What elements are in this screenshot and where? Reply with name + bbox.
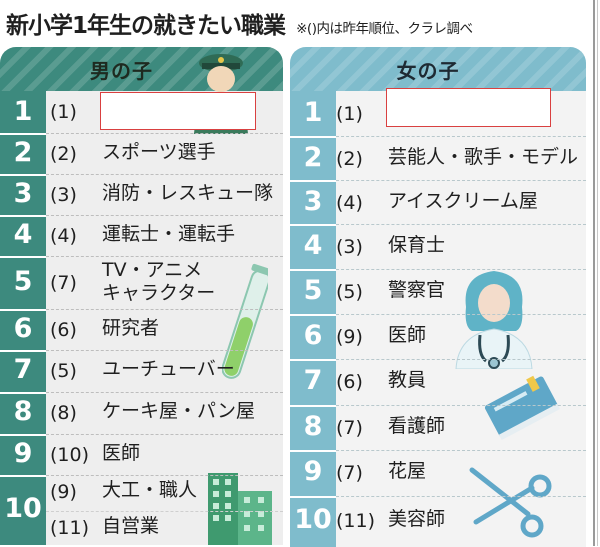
job-name: 運転士・運転手 xyxy=(102,223,236,245)
job-name: ケーキ屋・パン屋 xyxy=(102,400,255,422)
rank-number: 5 xyxy=(13,266,33,297)
previous-rank: (3) xyxy=(336,236,363,258)
girls-row-7: 7 (6) 教員 xyxy=(290,359,586,405)
boys-rank-column xyxy=(0,91,46,545)
job-name: 医師 xyxy=(388,324,427,346)
previous-rank: (11) xyxy=(336,510,376,532)
redacted-box xyxy=(100,92,256,130)
girls-row-5: 5 (5) 警察官 xyxy=(290,269,586,314)
rank-number: 2 xyxy=(303,142,323,173)
right-edge-rule xyxy=(593,0,595,546)
girls-row-3: 3 (4) アイスクリーム屋 xyxy=(290,180,586,224)
title-note: ※()内は昨年順位、クラレ調べ xyxy=(296,21,473,37)
previous-rank: (2) xyxy=(336,148,363,170)
job-name: 教員 xyxy=(388,369,427,391)
job-name: 芸能人・歌手・モデル xyxy=(388,146,579,168)
boys-row-3: 3 (3) 消防・レスキュー隊 xyxy=(0,174,283,215)
rank-number: 4 xyxy=(13,219,33,250)
buildings-icon xyxy=(208,473,272,545)
job-name: 花屋 xyxy=(388,460,427,482)
previous-rank: (9) xyxy=(336,326,363,348)
job-name: ユーチューバー xyxy=(102,358,235,380)
boys-panel: 男の子 1 (1) xyxy=(0,47,283,545)
rank-number: 9 xyxy=(13,438,33,469)
rank-number: 3 xyxy=(13,178,33,209)
girls-row-1: 1 (1) xyxy=(290,88,586,136)
previous-rank: (1) xyxy=(336,103,363,125)
girls-header-title: 女の子 xyxy=(396,59,460,83)
previous-rank: (7) xyxy=(50,272,77,294)
title-text: 新小学1年生の就きたい職業 xyxy=(6,13,286,39)
rank-number: 1 xyxy=(303,97,323,128)
job-name: 保育士 xyxy=(388,234,446,256)
boys-row-1: 1 (1) xyxy=(0,91,283,133)
previous-rank: (3) xyxy=(50,184,77,206)
previous-rank: (5) xyxy=(336,281,363,303)
book-icon xyxy=(484,375,560,441)
rank-number: 7 xyxy=(13,354,33,385)
previous-rank: (11) xyxy=(50,517,90,539)
job-name: 研究者 xyxy=(102,317,160,339)
job-name: スポーツ選手 xyxy=(102,141,216,163)
rank-number: 1 xyxy=(13,96,33,127)
rank-number: 7 xyxy=(303,365,323,396)
job-name: アイスクリーム屋 xyxy=(388,190,538,212)
redacted-box xyxy=(386,88,551,127)
boys-row-9: 9 (10) 医師 xyxy=(0,434,283,475)
boys-row-4: 4 (4) 運転士・運転手 xyxy=(0,215,283,256)
previous-rank: (2) xyxy=(50,143,77,165)
previous-rank: (7) xyxy=(336,417,363,439)
girls-row-6: 6 (9) 医師 xyxy=(290,314,586,359)
job-name: 看護師 xyxy=(388,415,446,437)
previous-rank: (5) xyxy=(50,360,77,382)
girls-row-2: 2 (2) 芸能人・歌手・モデル xyxy=(290,136,586,180)
girls-row-8: 8 (7) 看護師 xyxy=(290,405,586,450)
rank-number: 6 xyxy=(13,313,33,344)
boys-row-8: 8 (8) ケーキ屋・パン屋 xyxy=(0,392,283,434)
rank-number: 2 xyxy=(13,137,33,168)
previous-rank: (6) xyxy=(336,371,363,393)
job-name: 美容師 xyxy=(388,508,446,530)
job-name: TV・アニメ キャラクター xyxy=(102,259,216,304)
job-name: 医師 xyxy=(102,442,141,464)
boys-header-title: 男の子 xyxy=(90,59,153,83)
girls-row-10: 10 (11) 美容師 xyxy=(290,496,586,547)
page-title: 新小学1年生の就きたい職業 ※()内は昨年順位、クラレ調べ xyxy=(6,6,473,40)
boys-row-10: 10 (9) 大工・職人 xyxy=(0,475,283,545)
rank-number: 4 xyxy=(303,230,323,261)
previous-rank: (10) xyxy=(50,444,90,466)
rank-number: 6 xyxy=(303,320,323,351)
rank-number: 10 xyxy=(4,493,42,524)
girls-panel: 女の子 1 (1) 2 (2) 芸能人・歌手・モデル xyxy=(290,47,586,547)
previous-rank: (9) xyxy=(50,481,77,503)
previous-rank: (8) xyxy=(50,402,77,424)
girls-row-9: 9 (7) 花屋 xyxy=(290,450,586,496)
job-name: 警察官 xyxy=(388,279,446,301)
boys-row-2: 2 (2) スポーツ選手 xyxy=(0,133,283,174)
rank-number: 3 xyxy=(303,186,323,217)
job-name: 大工・職人 xyxy=(102,479,198,501)
boys-row-6: 6 (6) 研究者 xyxy=(0,309,283,350)
previous-rank: (6) xyxy=(50,319,77,341)
previous-rank: (4) xyxy=(50,225,77,247)
girls-header: 女の子 xyxy=(290,47,586,91)
girls-row-4: 4 (3) 保育士 xyxy=(290,224,586,269)
job-name: 自営業 xyxy=(102,515,160,537)
rank-number: 8 xyxy=(303,411,323,442)
rank-number: 10 xyxy=(294,504,332,535)
right-edge-rule-thin xyxy=(597,0,598,546)
scissors-icon xyxy=(469,467,552,538)
job-name: 消防・レスキュー隊 xyxy=(102,182,274,204)
boys-row-10b: (11) 自営業 xyxy=(0,511,283,545)
rank-number: 8 xyxy=(13,396,33,427)
boys-row-7: 7 (5) ユーチューバー xyxy=(0,350,283,392)
previous-rank: (7) xyxy=(336,462,363,484)
previous-rank: (4) xyxy=(336,192,363,214)
boys-row-5: 5 (7) TV・アニメ キャラクター xyxy=(0,256,283,309)
previous-rank: (1) xyxy=(50,101,77,123)
girls-rank-column xyxy=(290,91,336,547)
rank-number: 9 xyxy=(303,456,323,487)
rank-number: 5 xyxy=(303,275,323,306)
